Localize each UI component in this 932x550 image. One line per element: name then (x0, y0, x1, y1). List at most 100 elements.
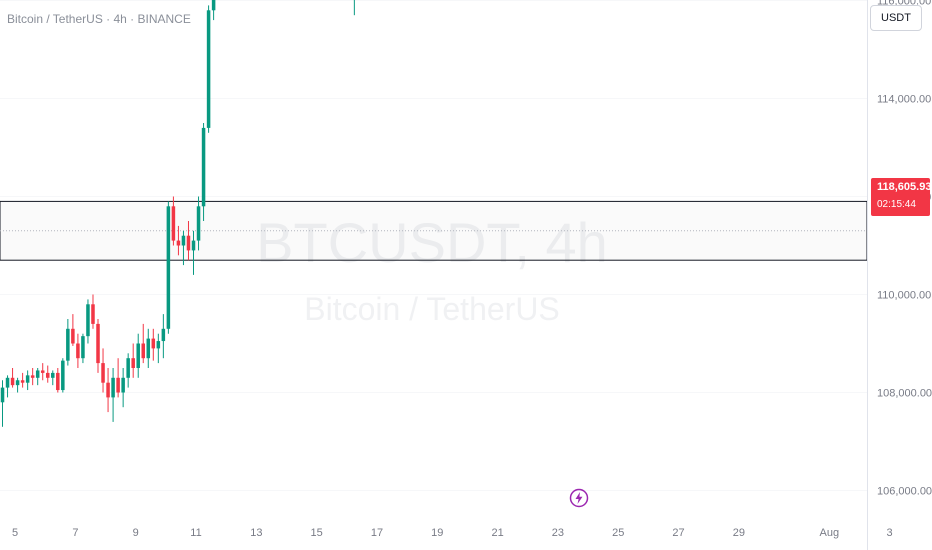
candle (176, 225, 181, 256)
candle (71, 314, 75, 346)
candle (15, 377, 20, 393)
candle (45, 365, 50, 383)
candle (146, 328, 151, 368)
candle (166, 201, 171, 334)
candle-body (45, 372, 50, 378)
candle-body (61, 360, 65, 391)
candle-body (86, 304, 90, 337)
candle-body (121, 377, 125, 393)
candle-body (176, 240, 181, 246)
candle-body (76, 343, 80, 359)
candle (136, 333, 140, 378)
candle-body (136, 343, 140, 368)
candle-body (30, 375, 35, 378)
time-tick-label: 9 (133, 527, 139, 539)
candle-body (186, 235, 191, 251)
candle-body (10, 377, 15, 386)
price-axis: 106,000.00108,000.00110,000.00112,000.00… (877, 0, 932, 498)
time-tick-label: 29 (733, 527, 745, 539)
candle (131, 343, 135, 378)
candle (5, 375, 10, 398)
candle-body (56, 372, 60, 391)
candle-body (91, 304, 95, 324)
time-tick-label: 7 (72, 527, 78, 539)
time-tick-label: 15 (311, 527, 323, 539)
candle-body (25, 375, 30, 383)
time-tick-label: 21 (491, 527, 503, 539)
candle (181, 230, 186, 266)
candle-body (166, 206, 171, 329)
candle (25, 370, 30, 391)
candle (96, 319, 100, 373)
time-tick-label: 17 (371, 527, 383, 539)
time-tick-label: Aug (820, 527, 840, 539)
candle (86, 299, 90, 344)
candle (161, 314, 166, 359)
time-tick-label: 5 (12, 527, 18, 539)
candle-body (71, 328, 75, 344)
candle-body (181, 235, 186, 246)
candle-body (81, 336, 85, 359)
candle-body (0, 387, 5, 403)
candle-body (96, 323, 100, 364)
candles (0, 0, 355, 427)
candle-body (141, 343, 146, 359)
candle-body (146, 338, 151, 359)
candle (141, 323, 146, 364)
current-price-tag: 118,605.93 02:15:44 (871, 178, 931, 216)
candle (116, 358, 120, 398)
candle (156, 333, 161, 364)
candle-body (206, 10, 211, 128)
candle (66, 319, 70, 366)
candle-body (40, 370, 45, 373)
candle-body (191, 240, 196, 251)
currency-button[interactable]: USDT (870, 5, 922, 31)
candle-body (156, 341, 161, 349)
price-tick-label: 108,000.00 (877, 388, 932, 400)
support-zones (0, 200, 868, 261)
price-tick-label: 116,000.00 (877, 0, 931, 8)
candle (0, 380, 5, 427)
bar-countdown: 02:15:44 (877, 199, 916, 210)
time-tick-label: 27 (672, 527, 684, 539)
candle (56, 368, 60, 393)
candle-body (171, 206, 176, 241)
candle-body (211, 0, 216, 11)
candle-body (161, 328, 166, 342)
candle-body (151, 338, 156, 349)
candle-body (5, 377, 10, 388)
price-tick-label: 114,000.00 (877, 94, 931, 106)
candle (61, 358, 65, 393)
candle (151, 328, 156, 361)
candle (91, 294, 95, 329)
candle-body (51, 372, 55, 378)
candle (76, 333, 80, 368)
candle (30, 368, 35, 386)
candle-body (20, 380, 25, 383)
candle-body (15, 380, 20, 386)
time-tick-label: 25 (612, 527, 624, 539)
time-tick-label: 3 (887, 527, 893, 539)
candle (51, 370, 55, 386)
candle (40, 363, 45, 381)
candle (81, 333, 85, 364)
candle (201, 123, 206, 221)
watermark-ticker: BTCUSDT, 4h (256, 211, 608, 274)
candle (121, 368, 125, 408)
time-tick-label: 13 (250, 527, 262, 539)
candle-body (126, 358, 130, 378)
candle-body (66, 328, 70, 361)
candle (171, 196, 176, 246)
time-tick-label: 23 (552, 527, 564, 539)
candle-body (196, 206, 201, 241)
candle (106, 368, 110, 413)
support-zone[interactable] (0, 200, 868, 261)
candle (196, 196, 201, 251)
candle (191, 230, 196, 275)
candle (353, 0, 355, 16)
candle (111, 368, 115, 422)
candle (35, 368, 40, 386)
lightning-bolt-icon[interactable] (569, 488, 589, 508)
candle (101, 348, 105, 393)
